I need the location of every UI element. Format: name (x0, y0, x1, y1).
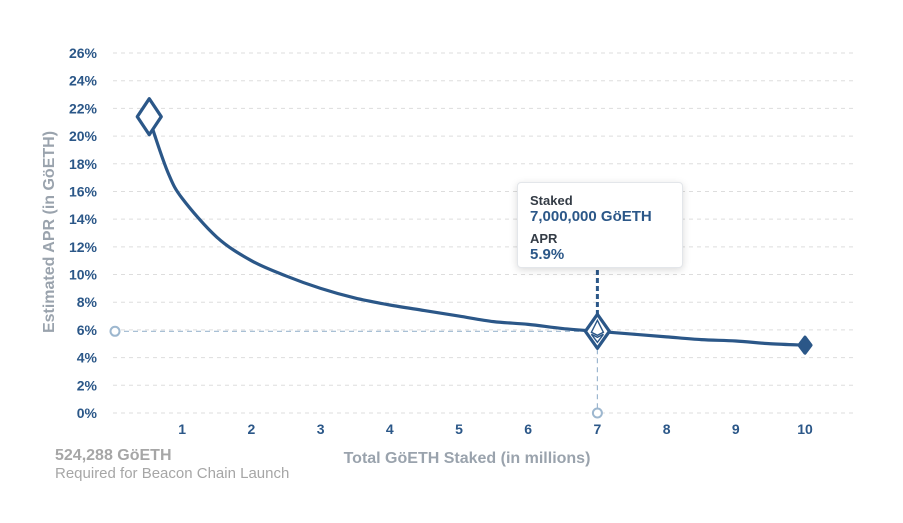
y-tick-label: 12% (69, 239, 98, 255)
grid-lines (113, 52, 855, 414)
launch-note-value: 524,288 GöETH (55, 447, 172, 464)
y-tick-label: 8% (77, 294, 98, 310)
x-tick-label: 4 (386, 421, 394, 437)
series-layer (147, 115, 807, 347)
x-tick-label: 5 (455, 421, 463, 437)
y-tick-label: 4% (77, 350, 98, 366)
x-tick-label: 3 (317, 421, 325, 437)
highlight-point-marker (583, 312, 611, 350)
y-tick-label: 18% (69, 156, 98, 172)
y-tick-label: 2% (77, 377, 98, 393)
x-axis-title: Total GöETH Staked (in millions) (344, 450, 591, 467)
y-tick-label: 22% (69, 100, 98, 116)
tooltip-staked-value: 7,000,000 GöETH (530, 208, 652, 225)
x-tick-label: 1 (178, 421, 186, 437)
y-guide-endpoint (109, 325, 121, 337)
x-tick-label: 6 (524, 421, 532, 437)
y-tick-label: 24% (69, 73, 98, 89)
launch-note-description: Required for Beacon Chain Launch (55, 465, 290, 482)
y-axis-ticks: 0% 2% 4% 6% 8% 10% 12% 14% 16% 18% 20% 22% 24% 26% (69, 45, 98, 421)
y-tick-label: 10% (69, 267, 98, 283)
y-tick-label: 26% (69, 45, 98, 61)
x-tick-label: 10 (797, 421, 813, 437)
y-tick-label: 20% (69, 128, 98, 144)
x-tick-label: 7 (594, 421, 602, 437)
x-axis-ticks: 1 2 3 4 5 6 7 8 9 10 (178, 421, 813, 437)
x-tick-label: 9 (732, 421, 740, 437)
series-line (147, 115, 807, 347)
y-tick-label: 16% (69, 183, 98, 199)
ethereum-icon-lower (590, 333, 604, 344)
tooltip-apr-value: 5.9% (530, 246, 565, 263)
y-axis-title: Estimated APR (in GöETH) (41, 131, 58, 333)
ethereum-icon (590, 318, 605, 337)
y-tick-label: 14% (69, 211, 98, 227)
x-tick-label: 2 (248, 421, 256, 437)
data-tooltip: Staked 7,000,000 GöETH APR 5.9% (517, 182, 683, 268)
guide-lines (109, 270, 603, 419)
tooltip-staked-label: Staked (530, 193, 573, 208)
end-point-marker (797, 335, 813, 355)
x-guide-endpoint (591, 407, 603, 419)
x-tick-label: 8 (663, 421, 671, 437)
launch-note: 524,288 GöETH Required for Beacon Chain … (55, 446, 289, 483)
y-tick-label: 0% (77, 405, 98, 421)
y-tick-label: 6% (77, 322, 98, 338)
tooltip-apr-label: APR (530, 231, 558, 246)
start-point-marker (135, 97, 163, 137)
markers-layer (135, 97, 813, 355)
